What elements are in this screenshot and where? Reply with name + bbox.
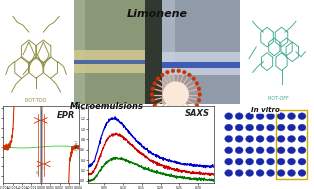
Circle shape [246, 136, 254, 142]
Circle shape [267, 147, 274, 154]
Circle shape [198, 93, 202, 96]
Text: PIOT-TDO: PIOT-TDO [25, 98, 47, 103]
Circle shape [225, 113, 233, 120]
Circle shape [288, 147, 295, 154]
Circle shape [235, 124, 243, 131]
Circle shape [277, 113, 285, 120]
Circle shape [256, 136, 264, 142]
Circle shape [288, 158, 295, 165]
Circle shape [225, 147, 233, 154]
Circle shape [163, 81, 189, 108]
Circle shape [153, 82, 157, 85]
Circle shape [267, 136, 274, 142]
Circle shape [192, 77, 196, 81]
Circle shape [197, 98, 201, 102]
Circle shape [225, 124, 233, 131]
Circle shape [235, 113, 243, 120]
Text: $\Delta H$: $\Delta H$ [35, 169, 41, 176]
Circle shape [171, 116, 175, 120]
Circle shape [187, 73, 191, 77]
Circle shape [235, 170, 243, 176]
FancyBboxPatch shape [74, 60, 145, 64]
Circle shape [165, 70, 169, 74]
Circle shape [246, 113, 254, 120]
Circle shape [277, 136, 285, 142]
FancyBboxPatch shape [162, 0, 240, 104]
Text: $h$: $h$ [41, 164, 45, 171]
Bar [276, 110, 307, 180]
Circle shape [225, 136, 233, 142]
Circle shape [246, 147, 254, 154]
Circle shape [267, 158, 274, 165]
Circle shape [160, 112, 164, 116]
Circle shape [235, 147, 243, 154]
Circle shape [225, 170, 233, 176]
Circle shape [298, 124, 306, 131]
Circle shape [195, 82, 199, 85]
Circle shape [156, 108, 160, 112]
FancyBboxPatch shape [74, 0, 145, 104]
Circle shape [288, 113, 295, 120]
Circle shape [182, 70, 186, 74]
Circle shape [171, 69, 175, 73]
Circle shape [256, 113, 264, 120]
Circle shape [197, 87, 201, 91]
Circle shape [177, 116, 181, 120]
Text: PIOT-OFF: PIOT-OFF [267, 96, 289, 101]
Circle shape [195, 104, 199, 107]
FancyBboxPatch shape [74, 0, 85, 104]
Circle shape [151, 87, 154, 91]
Circle shape [298, 136, 306, 142]
Circle shape [256, 124, 264, 131]
Circle shape [246, 170, 254, 176]
Circle shape [246, 124, 254, 131]
Circle shape [151, 98, 154, 102]
Circle shape [267, 124, 274, 131]
Text: EPR: EPR [56, 111, 75, 120]
Circle shape [288, 136, 295, 142]
Circle shape [288, 124, 295, 131]
Circle shape [256, 147, 264, 154]
Circle shape [267, 170, 274, 176]
Circle shape [298, 170, 306, 176]
Circle shape [225, 158, 233, 165]
Circle shape [177, 69, 181, 73]
Circle shape [277, 147, 285, 154]
FancyBboxPatch shape [145, 0, 162, 104]
FancyBboxPatch shape [74, 50, 145, 73]
Circle shape [150, 93, 154, 96]
Circle shape [246, 158, 254, 165]
Circle shape [235, 158, 243, 165]
Circle shape [156, 77, 160, 81]
Circle shape [160, 73, 164, 77]
FancyBboxPatch shape [162, 52, 240, 75]
Y-axis label: I (a.u.): I (a.u.) [75, 140, 79, 149]
Text: Limonene: Limonene [127, 9, 187, 19]
Circle shape [153, 104, 157, 107]
Circle shape [277, 158, 285, 165]
Text: In vitro: In vitro [251, 107, 280, 113]
Circle shape [298, 113, 306, 120]
Circle shape [165, 115, 169, 119]
Text: SAXS: SAXS [185, 109, 210, 118]
Text: Microemulsions: Microemulsions [70, 102, 144, 111]
Circle shape [256, 170, 264, 176]
Circle shape [277, 170, 285, 176]
Circle shape [182, 115, 186, 119]
FancyBboxPatch shape [162, 62, 240, 68]
Circle shape [192, 108, 196, 112]
Circle shape [277, 124, 285, 131]
Circle shape [267, 113, 274, 120]
Circle shape [256, 158, 264, 165]
Circle shape [288, 170, 295, 176]
Circle shape [298, 147, 306, 154]
FancyBboxPatch shape [162, 0, 175, 104]
Circle shape [298, 158, 306, 165]
Circle shape [187, 112, 191, 116]
Circle shape [235, 136, 243, 142]
